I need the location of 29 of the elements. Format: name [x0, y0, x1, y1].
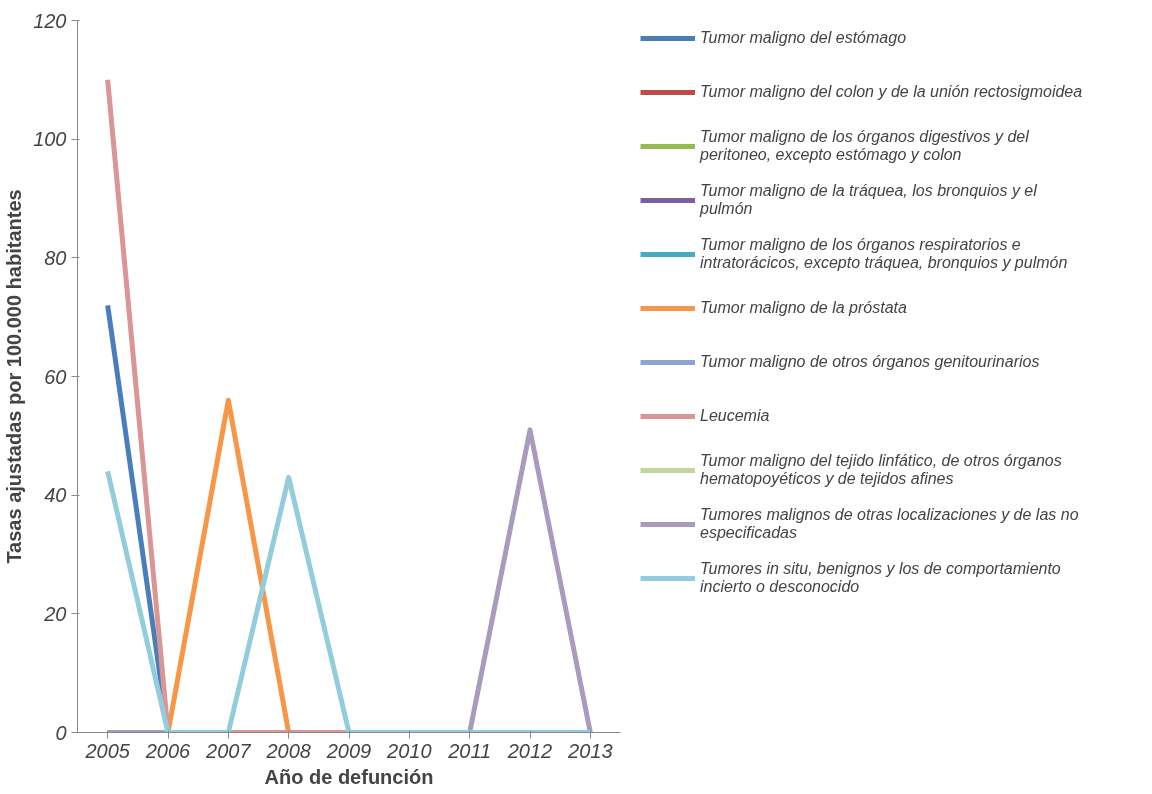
y-tick-label: 60 [44, 365, 67, 388]
x-tick-label: 2013 [567, 739, 613, 762]
legend-label: Leucemia [700, 406, 770, 426]
x-tick-label: 2005 [84, 739, 131, 762]
legend-label: Tumor maligno del tejido linfático, de otros órganos hematopoyéticos y de tejidos afines [700, 452, 1062, 488]
legend-label: Tumor maligno de la tráquea, los bronquios y el pulmón [700, 182, 1037, 218]
y-axis-title: Tasas ajustadas por 100.000 habitantes [3, 189, 26, 564]
legend-label: Tumor maligno de la próstata [700, 298, 907, 318]
x-tick-label: 2007 [205, 739, 252, 762]
legend-label: Tumores malignos de otras localizaciones y de las no especificadas [700, 506, 1079, 542]
x-tick-label: 2011 [447, 739, 492, 762]
x-tick-label: 2008 [265, 739, 311, 762]
legend-label: Tumor maligno de otros órganos genitourinarios [700, 352, 1040, 372]
y-tick-label: 120 [33, 9, 67, 32]
legend-label: Tumor maligno de los órganos respiratorios e intratorácicos, excepto tráquea, bronquios y pulmón [700, 236, 1068, 272]
x-tick-label: 2006 [144, 739, 192, 762]
x-axis-title: Año de defunción [264, 765, 434, 788]
y-tick-label: 0 [55, 721, 67, 744]
y-tick-label: 80 [44, 246, 67, 269]
legend-label: Tumor maligno de los órganos digestivos y del peritoneo, excepto estómago y colon [700, 128, 1029, 164]
y-tick-label: 40 [44, 484, 67, 507]
x-tick-label: 2009 [325, 739, 372, 762]
y-tick-label: 100 [33, 128, 67, 151]
legend-label: Tumor maligno del colon y de la unión rectosigmoidea [700, 82, 1083, 102]
legend-label: Tumores in situ, benignos y los de comportamiento incierto o desconocido [700, 560, 1061, 596]
y-tick-label: 20 [43, 602, 67, 625]
x-tick-label: 2012 [506, 739, 553, 762]
legend-label: Tumor maligno del estómago [700, 28, 907, 48]
x-tick-label: 2010 [386, 739, 432, 762]
